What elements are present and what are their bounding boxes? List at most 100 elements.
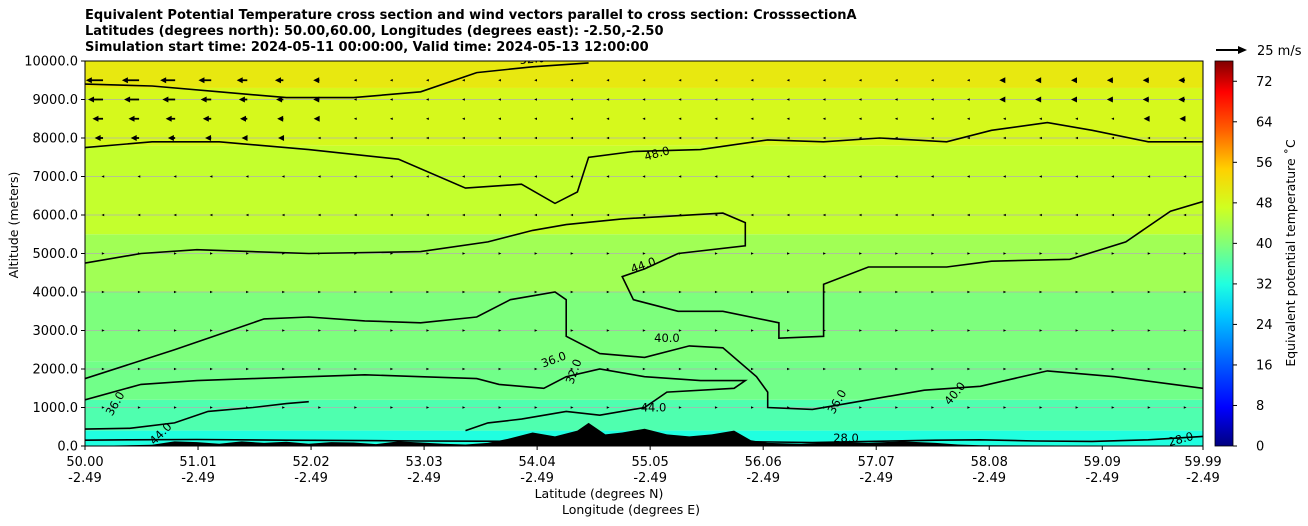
wind-vector: [209, 213, 213, 217]
wind-vector: [101, 175, 105, 178]
wind-vector: [173, 329, 177, 332]
x-axis-label-lon: Longitude (degrees E): [562, 502, 700, 517]
wind-vector: [534, 406, 538, 409]
wind-vector: [498, 367, 502, 371]
wind-vector: [894, 117, 898, 121]
wind-vector: [570, 290, 574, 294]
wind-vector: [966, 98, 970, 101]
chart-title-line-2: Latitudes (degrees north): 50.00,60.00, …: [85, 24, 664, 39]
wind-vector: [1183, 406, 1187, 409]
field-band: [85, 145, 1203, 235]
wind-vector: [859, 367, 862, 371]
wind-vector: [534, 78, 538, 82]
wind-vector: [462, 78, 465, 82]
wind-vector-head: [92, 115, 99, 122]
terrain: [85, 422, 1203, 446]
wind-vector: [931, 290, 935, 294]
wind-vector-head: [241, 135, 248, 141]
wind-vector: [282, 406, 285, 409]
contour-line-40: [85, 291, 1203, 411]
wind-vector: [931, 367, 935, 371]
wind-vector: [750, 78, 754, 82]
wind-vector: [714, 252, 718, 255]
wind-vector: [426, 136, 429, 140]
y-tick-label: 10000.0: [24, 55, 78, 70]
wind-vector: [1183, 329, 1187, 332]
wind-vector: [318, 367, 322, 371]
colorbar: [1214, 60, 1234, 447]
wind-vector: [498, 329, 502, 332]
wind-vector: [389, 136, 393, 140]
wind-vector: [787, 252, 790, 255]
wind-vector: [714, 175, 718, 178]
wind-vector: [678, 136, 682, 140]
wind-vector: [967, 329, 971, 332]
wind-vector: [786, 213, 790, 217]
wind-vector: [498, 252, 502, 255]
y-tick-label: 6000.0: [33, 209, 79, 224]
wind-vector: [823, 367, 826, 371]
wind-vector: [534, 290, 538, 294]
wind-vector: [389, 213, 393, 217]
wind-vector: [606, 213, 610, 217]
wind-vector: [1003, 406, 1007, 409]
wind-vector: [606, 136, 610, 140]
wind-vector-head: [1106, 96, 1113, 103]
field-band: [85, 61, 1203, 88]
wind-vector: [714, 78, 718, 82]
wind-vector: [642, 329, 646, 332]
y-tick-label: 2000.0: [33, 363, 79, 378]
x-tick-label-lon: -2.49: [1085, 471, 1119, 486]
wind-vector: [137, 329, 141, 332]
wind-vector: [1003, 252, 1007, 255]
wind-vector-head: [1142, 77, 1149, 84]
wind-vector: [787, 406, 790, 409]
colorbar-tick-label: 40: [1256, 237, 1273, 252]
quiver-key-arrow-icon: [1238, 46, 1247, 54]
wind-vector-head: [1143, 115, 1150, 122]
wind-vector-head: [202, 115, 209, 122]
wind-vector: [462, 213, 465, 217]
wind-vector: [390, 252, 394, 255]
wind-vector: [642, 290, 646, 294]
contour-label: 28.0: [833, 431, 859, 445]
wind-vector-head: [167, 135, 174, 141]
wind-vector: [678, 117, 682, 121]
wind-vector: [498, 136, 501, 140]
x-tick-label-lon: -2.49: [859, 471, 893, 486]
wind-vector: [317, 175, 321, 178]
wind-vector: [570, 367, 574, 371]
wind-vector: [318, 290, 322, 294]
wind-vector: [750, 406, 754, 409]
wind-vector: [967, 252, 971, 255]
contour-label: 52.0: [519, 51, 546, 67]
wind-vector-head: [198, 77, 205, 84]
wind-vector: [714, 136, 718, 140]
wind-vector: [281, 213, 285, 217]
wind-vector: [930, 175, 934, 178]
x-tick-label-lat: 59.99: [1184, 455, 1221, 470]
wind-vector: [750, 117, 754, 121]
wind-vector: [858, 136, 862, 140]
wind-vector: [353, 78, 357, 82]
wind-vector-head: [238, 96, 245, 103]
wind-vector: [318, 329, 322, 332]
wind-vector: [678, 252, 682, 255]
wind-vector: [390, 367, 394, 371]
wind-vector: [1111, 136, 1115, 140]
wind-vector: [895, 406, 899, 409]
wind-vector-head: [205, 135, 212, 141]
wind-vector: [750, 252, 754, 255]
wind-vector: [750, 175, 754, 178]
wind-vector: [606, 329, 610, 332]
wind-vector: [858, 78, 862, 82]
wind-vector: [750, 290, 754, 294]
wind-vector: [1183, 367, 1187, 371]
wind-vector-head: [162, 96, 169, 103]
wind-vector: [318, 406, 322, 409]
colorbar-tick-label: 0: [1256, 440, 1264, 455]
wind-vector: [390, 406, 394, 409]
x-tick-label-lon: -2.49: [407, 471, 441, 486]
wind-vector: [642, 367, 646, 371]
wind-vector: [714, 98, 718, 101]
